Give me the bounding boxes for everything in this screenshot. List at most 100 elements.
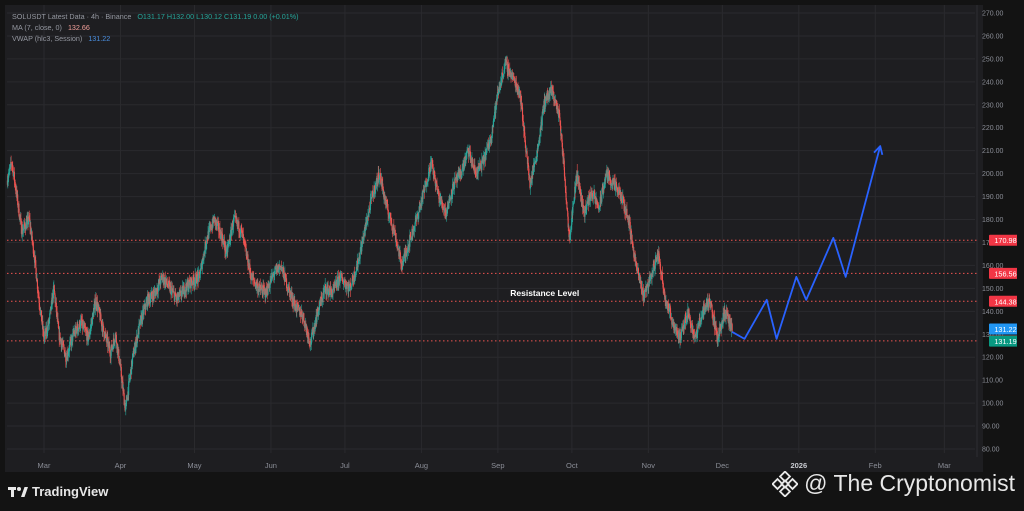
candle-body — [157, 285, 159, 292]
candle-body — [288, 286, 290, 292]
candle-body — [332, 293, 334, 295]
candle-body — [168, 280, 170, 283]
candle-body — [249, 264, 251, 272]
candle-body — [459, 169, 462, 177]
candle-body — [517, 88, 519, 95]
candle-body — [287, 288, 289, 291]
candle-body — [486, 148, 488, 151]
candle-body — [415, 217, 417, 222]
candle-body — [568, 227, 570, 238]
candle-body — [464, 162, 466, 167]
candle-body — [386, 203, 388, 207]
last-price-tag-bg — [989, 335, 1017, 347]
candle-body — [487, 143, 489, 149]
candle-body — [395, 239, 397, 242]
candle-body — [681, 329, 683, 334]
candle-body — [596, 202, 598, 204]
candle-body — [313, 332, 315, 336]
candle-body — [533, 162, 536, 168]
candle-body — [128, 381, 130, 396]
candle-body — [492, 120, 494, 127]
candle-body — [660, 273, 662, 275]
candle-body — [494, 111, 496, 117]
candle-body — [33, 254, 35, 257]
candle-body — [35, 268, 37, 279]
candle-body — [418, 211, 420, 213]
candle-body — [712, 312, 714, 321]
chart-pane[interactable] — [5, 5, 983, 472]
candle-body — [593, 191, 596, 194]
candle-body — [616, 184, 618, 191]
candle-body — [442, 206, 444, 208]
candle-body — [143, 308, 145, 315]
candle-body — [572, 206, 574, 216]
candle-body — [193, 279, 195, 286]
candle-body — [339, 275, 341, 282]
candle-body — [711, 312, 714, 313]
candle-body — [719, 327, 721, 330]
candle-body — [529, 186, 531, 189]
y-tick-label: 240.00 — [982, 79, 1004, 86]
candle-body — [148, 293, 150, 298]
candle-body — [343, 281, 345, 284]
candle-body — [129, 373, 131, 379]
candle-body — [313, 326, 315, 333]
candle-body — [220, 231, 222, 239]
candle-body — [477, 173, 479, 177]
candle-body — [705, 302, 707, 310]
candle-body — [387, 204, 389, 211]
candle-body — [566, 201, 568, 209]
x-tick-label: May — [187, 461, 201, 470]
candle-body — [716, 329, 718, 335]
candle-body — [442, 206, 444, 210]
candle-body — [383, 195, 385, 198]
candle-body — [424, 185, 426, 192]
candle-body — [671, 317, 673, 325]
candle-body — [678, 333, 680, 340]
candle-body — [602, 187, 604, 190]
candle-body — [342, 281, 344, 284]
candle-body — [106, 337, 108, 341]
y-tick-label: 120.00 — [982, 355, 1004, 362]
candle-body — [659, 261, 661, 270]
candle-body — [309, 345, 311, 346]
candle-body — [549, 92, 551, 96]
candle-body — [75, 326, 77, 335]
candle-body — [412, 234, 414, 236]
candle-body — [491, 136, 493, 139]
candle-body — [528, 175, 530, 179]
candle-body — [414, 221, 416, 226]
candle-body — [429, 172, 431, 175]
x-tick-label: Jun — [265, 461, 277, 470]
candle-body — [468, 151, 470, 157]
candle-body — [151, 295, 153, 298]
candle-body — [605, 172, 607, 175]
candle-body — [598, 208, 600, 210]
candle-body — [649, 276, 651, 281]
candle-body — [515, 82, 517, 86]
candle-body — [483, 157, 485, 164]
candle-body — [405, 251, 407, 254]
candle-body — [80, 320, 82, 328]
candle-body — [635, 260, 637, 263]
price-chart[interactable]: Resistance Level 270.00 260.00 250.00 240.0… — [5, 5, 1017, 472]
candle-body — [677, 333, 679, 335]
candle-body — [583, 208, 585, 211]
candle-body — [594, 193, 596, 200]
candle-body — [447, 201, 449, 209]
candle-body — [704, 310, 706, 313]
candle-body — [355, 266, 357, 272]
x-tick-label: Apr — [115, 461, 127, 470]
candle-body — [327, 290, 330, 296]
candle-body — [489, 139, 491, 148]
candle-body — [676, 330, 678, 333]
candle-body — [540, 121, 542, 131]
candle-body — [243, 238, 245, 239]
candle-body — [85, 330, 87, 332]
candle-body — [691, 323, 693, 333]
candle-body — [196, 273, 198, 285]
candle-body — [128, 378, 130, 382]
tradingview-logo[interactable]: TradingView — [8, 484, 108, 499]
candle-body — [233, 217, 235, 219]
candle-body — [181, 286, 183, 292]
